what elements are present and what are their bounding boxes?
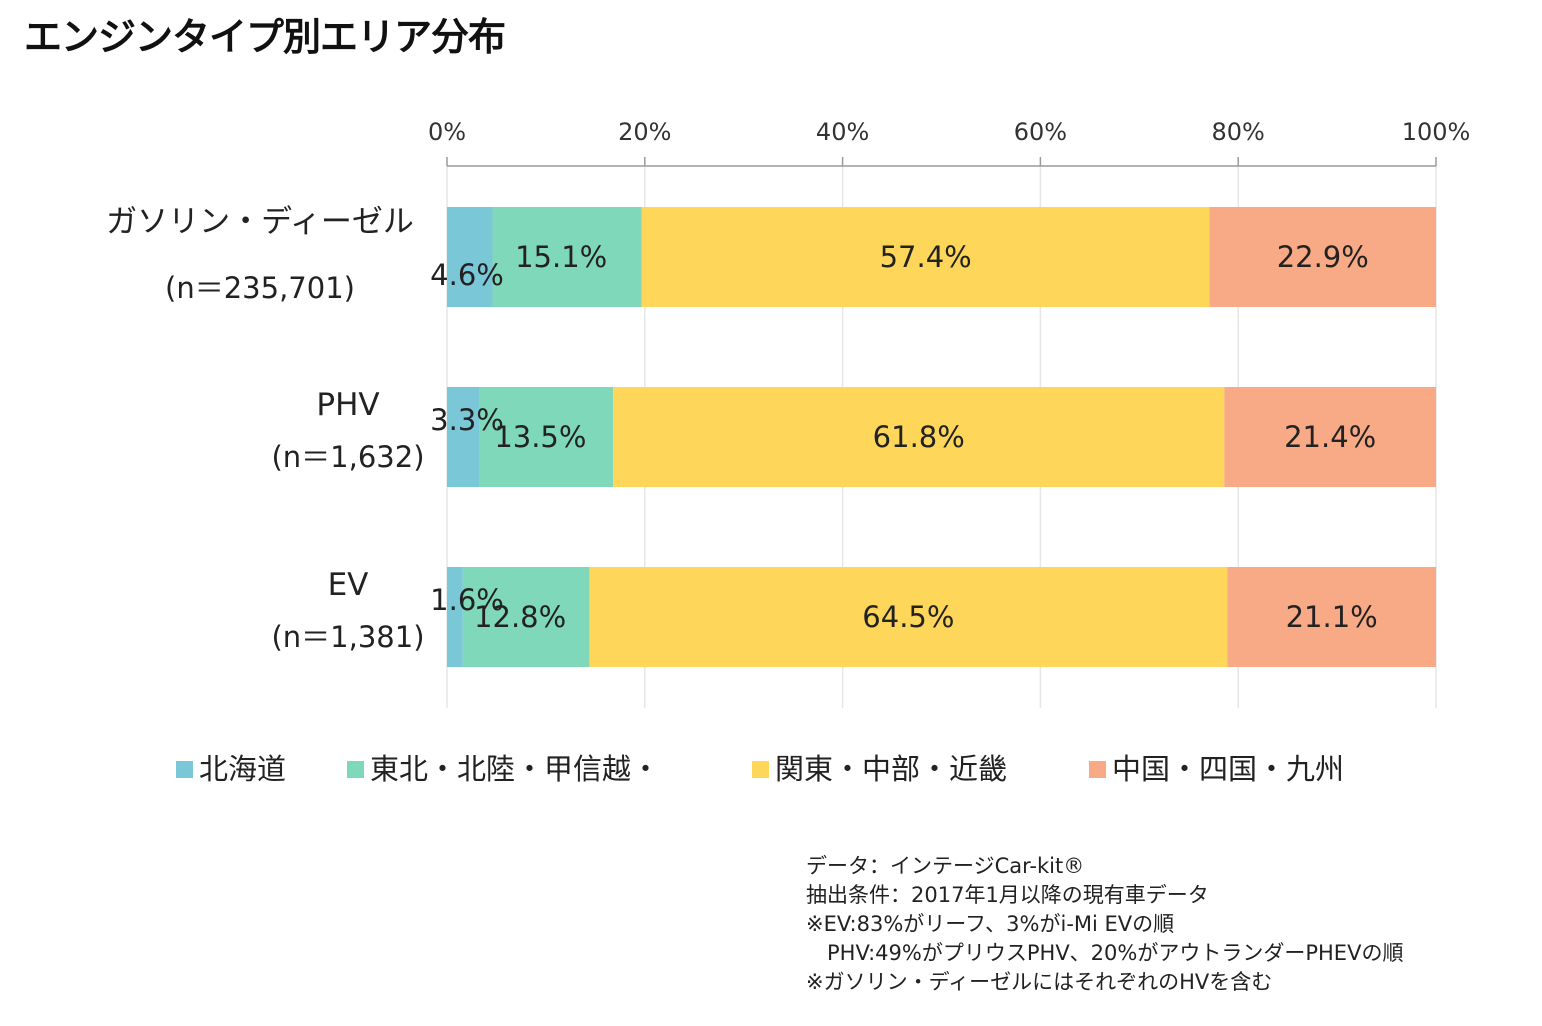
chart-title: エンジンタイプ別エリア分布 xyxy=(24,15,506,59)
x-tick-label: 40% xyxy=(816,118,869,146)
legend-swatch xyxy=(1089,761,1106,778)
bar-segment xyxy=(479,387,614,487)
category-sample-size: (n＝1,381) xyxy=(271,620,424,654)
bar-segment xyxy=(447,387,480,487)
bar-segment xyxy=(1209,207,1436,307)
note-line: ※ガソリン・ディーゼルにはそれぞれのHVを含む xyxy=(806,970,1273,994)
source-notes: データ：インテージCar-kit® 抽出条件：2017年1月以降の現有車データ … xyxy=(806,852,1403,997)
data-label: 21.1% xyxy=(1286,600,1378,634)
note-line: 抽出条件：2017年1月以降の現有車データ xyxy=(806,883,1209,907)
bar-segment xyxy=(641,207,1210,307)
data-label: 13.5% xyxy=(494,420,586,454)
data-label: 21.4% xyxy=(1284,420,1376,454)
x-tick-label: 20% xyxy=(618,118,671,146)
note-line: PHV:49%がプリウスPHV、20%がアウトランダーPHEVの順 xyxy=(806,941,1404,965)
category-sample-size: (n＝235,701) xyxy=(165,271,355,305)
data-label: 22.9% xyxy=(1277,240,1369,274)
category-label: ガソリン・ディーゼル xyxy=(106,204,414,240)
data-label: 64.5% xyxy=(862,600,954,634)
bar-segment xyxy=(613,387,1225,487)
data-label: 4.6% xyxy=(430,258,504,292)
x-tick-label: 80% xyxy=(1212,118,1265,146)
data-label: 3.3% xyxy=(430,403,504,437)
legend-swatch xyxy=(752,761,769,778)
x-tick-label: 100% xyxy=(1402,118,1471,146)
data-label: 1.6% xyxy=(430,583,504,617)
note-line: データ：インテージCar-kit® xyxy=(806,854,1085,878)
legend-label: 北海道 xyxy=(199,752,286,786)
bar-segment xyxy=(447,567,463,667)
category-label: EV xyxy=(328,567,369,603)
data-label: 57.4% xyxy=(880,240,972,274)
x-tick-label: 0% xyxy=(428,118,466,146)
bar-segment xyxy=(447,207,493,307)
bar-segment xyxy=(589,567,1228,667)
x-tick-label: 60% xyxy=(1014,118,1067,146)
legend-label: 東北・北陸・甲信越・ xyxy=(370,752,660,786)
category-label: PHV xyxy=(316,387,379,423)
data-label: 12.8% xyxy=(474,600,566,634)
legend-swatch xyxy=(176,761,193,778)
legend-label: 中国・四国・九州 xyxy=(1112,752,1344,786)
bar-segment xyxy=(492,207,642,307)
bar-segment xyxy=(462,567,590,667)
bar-segment xyxy=(1224,387,1436,487)
bar-segment xyxy=(1227,567,1436,667)
legend-label: 関東・中部・近畿 xyxy=(775,752,1007,786)
data-label: 61.8% xyxy=(873,420,965,454)
note-line: ※EV:83%がリーフ、3%がi-Mi EVの順 xyxy=(806,912,1175,936)
data-label: 15.1% xyxy=(515,240,607,274)
legend-swatch xyxy=(347,761,364,778)
category-sample-size: (n＝1,632) xyxy=(271,440,424,474)
